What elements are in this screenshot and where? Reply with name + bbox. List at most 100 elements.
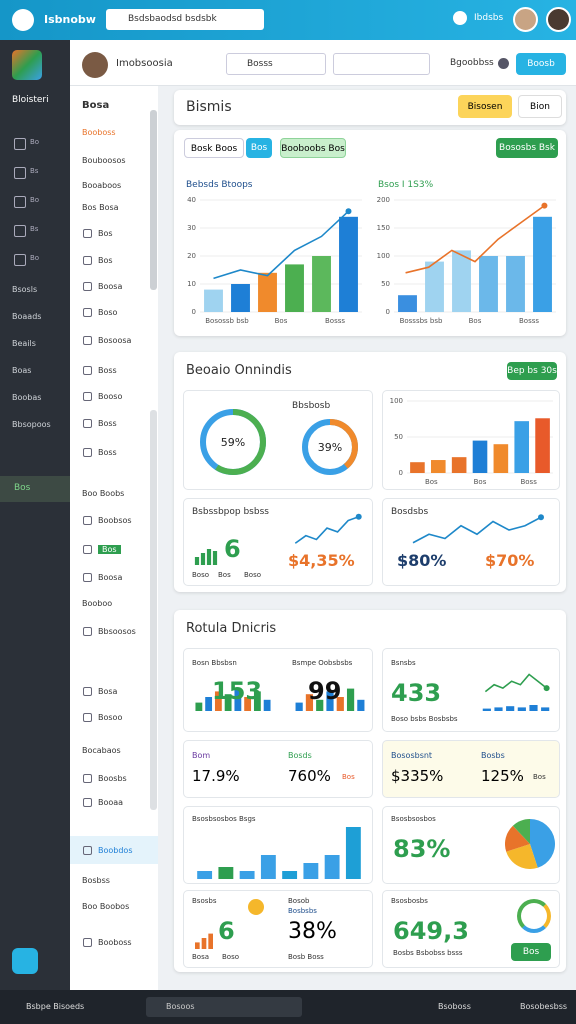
card: Bososbsnt $335% Bosbs 125% Bos <box>382 740 560 798</box>
sidebar-item[interactable]: Bosoo <box>98 713 123 722</box>
chart-title: Bebsds Btoops <box>186 180 253 190</box>
y-tick-label: 50 <box>394 433 403 441</box>
bar <box>324 855 340 879</box>
figure: 153 <box>212 677 263 705</box>
rail-item[interactable]: Boobas <box>12 393 42 402</box>
point <box>345 208 352 215</box>
panel-title: Beoaio Onnindis <box>186 363 292 378</box>
y-tick-label: 50 <box>381 280 390 288</box>
sidebar-item[interactable]: Boosbs <box>98 774 127 783</box>
sidebar-item[interactable]: Bos <box>98 229 113 238</box>
rail-icon[interactable] <box>14 225 26 237</box>
card: Bsosbosbs 649,3 Bosbs Bsbobss bsss Bos <box>382 890 560 968</box>
title-bar: Bismis Bisosen Bion <box>174 90 566 125</box>
label: Bos <box>14 483 31 493</box>
sidebar-item[interactable]: Boosa <box>98 282 123 291</box>
donut-arc <box>302 419 358 475</box>
link[interactable]: Bgoobbss <box>450 58 494 68</box>
icon <box>83 938 92 947</box>
caption: Bbsbosb <box>292 401 331 411</box>
sidebar-item[interactable]: Booaa <box>98 798 124 807</box>
chip[interactable]: Booboobs Bos <box>280 138 346 158</box>
avatar[interactable] <box>513 7 538 32</box>
search[interactable]: Bosss <box>226 53 326 75</box>
sidebar-item[interactable]: Bos <box>98 256 113 265</box>
sidebar-item[interactable]: Bosa <box>98 687 118 696</box>
rail-icon[interactable] <box>14 196 26 208</box>
avatar[interactable] <box>82 52 108 78</box>
sidebar-item[interactable]: Booboss <box>98 938 132 947</box>
button[interactable]: Bos <box>511 943 551 961</box>
label[interactable]: Bosobesbss <box>520 1002 568 1011</box>
bar <box>201 938 207 949</box>
brand-logo[interactable] <box>12 50 42 80</box>
sidebar-item[interactable]: Bbsoosos <box>98 627 136 636</box>
sidebar-item[interactable]: Bosbss <box>82 876 110 885</box>
figure: 125% <box>481 767 524 785</box>
button[interactable]: Bisosen <box>458 95 512 118</box>
active-item[interactable]: Bos <box>0 476 70 502</box>
logo[interactable] <box>12 9 34 31</box>
gear[interactable] <box>498 58 509 69</box>
sidebar-item[interactable]: Booboo <box>82 599 113 608</box>
rail-item[interactable]: Bbsopoos <box>12 420 51 429</box>
bar <box>345 827 361 879</box>
sidebar-highlight[interactable]: Booboss <box>82 128 116 137</box>
sidebar-item[interactable]: Boss <box>98 448 117 457</box>
card-title: Bsmpe Oobsbsbs <box>292 659 353 667</box>
button[interactable]: Bososbs Bsk <box>496 138 558 158</box>
figure: $335% <box>391 767 444 785</box>
sidebar-item[interactable]: Booaboos <box>82 181 122 190</box>
sidebar-item[interactable]: Booso <box>98 392 123 401</box>
avatar[interactable] <box>546 7 571 32</box>
bar <box>303 863 319 879</box>
panel: Beoaio Onnindis Bep bs 30s 59% Bbsbosb 3… <box>174 352 566 592</box>
icon <box>83 846 92 855</box>
figure: 649,3 <box>393 917 469 945</box>
y-tick-label: 40 <box>187 196 196 204</box>
rail-item[interactable]: Boaads <box>12 312 42 321</box>
icon[interactable] <box>453 11 467 25</box>
scrollbar[interactable] <box>150 110 157 290</box>
sidebar-item[interactable]: Boobsos <box>98 516 132 525</box>
label: Bs <box>30 167 39 175</box>
sidebar-item[interactable]: Boso <box>98 308 118 317</box>
icon <box>83 366 92 375</box>
rail-icon[interactable] <box>14 138 26 150</box>
chart <box>197 827 361 879</box>
input[interactable] <box>333 53 430 75</box>
scrollbar[interactable] <box>150 410 157 810</box>
search[interactable]: Bsdsbaodsd bsdsbk <box>106 9 264 30</box>
bar <box>398 295 417 312</box>
x-tick-label: Bosss <box>325 317 345 325</box>
rail-item[interactable]: Bsosls <box>12 285 38 294</box>
bar <box>206 549 212 565</box>
sidebar-item[interactable]: Boobdos <box>98 846 133 855</box>
sidebar-item[interactable]: Bosoosa <box>98 336 132 345</box>
card-title: Bosob <box>288 897 310 905</box>
sidebar-item[interactable]: Boss <box>98 366 117 375</box>
rail-icon[interactable] <box>14 254 26 266</box>
sidebar-item[interactable]: Bos <box>98 545 121 554</box>
button[interactable]: Boosb <box>516 53 566 75</box>
sidebar-item[interactable]: Boss <box>98 419 117 428</box>
button[interactable]: Bep bs 30s <box>507 362 557 380</box>
search[interactable]: Bosoos <box>146 997 302 1017</box>
sidebar-item[interactable]: Boo Boobs <box>82 489 125 498</box>
label[interactable]: Bsoboss <box>438 1002 471 1011</box>
header: Imobsoosia Bosss Bgoobbss Boosb <box>70 40 576 86</box>
button[interactable]: Bion <box>518 95 562 118</box>
sidebar-item[interactable]: Bos Bosa <box>82 203 119 212</box>
sidebar-item[interactable]: Boosa <box>98 573 123 582</box>
chip[interactable]: Bos <box>246 138 272 158</box>
rail-icon[interactable] <box>14 167 26 179</box>
figure: 6 <box>224 535 241 563</box>
rail-item[interactable]: Boas <box>12 366 32 375</box>
sidebar-item[interactable]: Boo Boobos <box>82 902 130 911</box>
rail-item[interactable]: Beails <box>12 339 36 348</box>
x-tick-label: Bos <box>275 317 288 325</box>
chip[interactable]: Bosk Boos <box>184 138 244 158</box>
help[interactable] <box>12 948 38 974</box>
sidebar-item[interactable]: Bocabaos <box>82 746 121 755</box>
sidebar-item[interactable]: Bouboosos <box>82 156 126 165</box>
